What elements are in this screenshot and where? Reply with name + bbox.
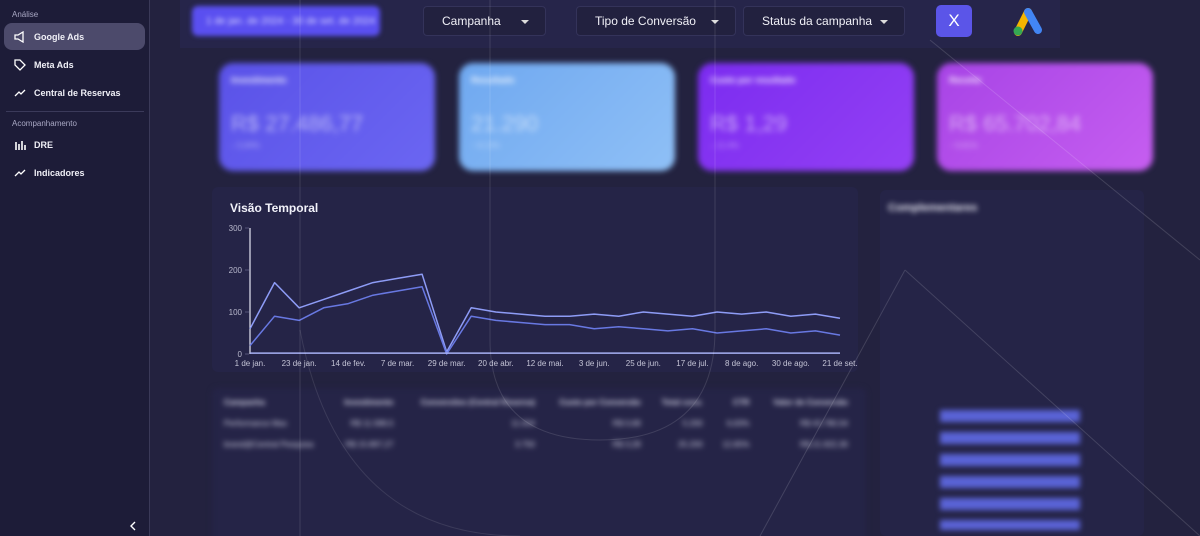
series-line bbox=[249, 273, 841, 353]
icon bbox=[14, 89, 26, 96]
x-tick-label: 30 de ago. bbox=[772, 359, 810, 368]
header-cell: Investimento bbox=[344, 398, 394, 407]
x-tick-label: 8 de ago. bbox=[725, 359, 758, 368]
table-panel: Campanha Investimento Conversões (Central … bbox=[212, 388, 866, 536]
kpi-title: Resultado bbox=[471, 75, 515, 85]
nav-label: DRE bbox=[34, 139, 54, 150]
nav-item[interactable]: DRE bbox=[4, 131, 145, 158]
kpi-value: 21.290 bbox=[471, 111, 539, 136]
google-ads-logo bbox=[1013, 8, 1042, 36]
nav-label: Meta Ads bbox=[34, 59, 74, 70]
header-cell: Campanha bbox=[224, 398, 265, 407]
chart-title: Visão Temporal bbox=[230, 201, 318, 215]
x-tick-label: 20 de abr. bbox=[478, 359, 514, 368]
nav-item[interactable]: Indicadores bbox=[4, 159, 145, 186]
kpi-title: Custo por resultado bbox=[710, 75, 796, 85]
icon bbox=[15, 140, 26, 150]
kpi-card: Receita R$ 65.702,84 ↑ 9,81% bbox=[937, 63, 1153, 171]
side-panel: Complementares bbox=[880, 190, 1144, 536]
kpi-delta: ↑ 9,81% bbox=[949, 141, 978, 150]
header-cell: Conversões (Central Reserva) bbox=[420, 398, 535, 407]
x-tick-label: 14 de fev. bbox=[331, 359, 366, 368]
table-cell: brand@Central Pesquisa bbox=[224, 440, 314, 449]
kpi-card: Investimento R$ 27.486,77 ↓ 5,94% bbox=[219, 63, 435, 171]
x-tick-label: 29 de mar. bbox=[428, 359, 466, 368]
kpi-title: Investimento bbox=[231, 75, 287, 85]
table-cell: R$ 11.589,5 bbox=[350, 419, 394, 428]
kpi-delta: ↑ 8,13% bbox=[471, 141, 500, 150]
table-cell: R$ 0,68 bbox=[612, 419, 641, 428]
date-picker[interactable]: 1 de jan. de 2024 - 30 de set. de 2024 bbox=[192, 6, 380, 36]
filter-label: Campanha bbox=[442, 14, 501, 28]
x-tick-label: 3 de jun. bbox=[579, 359, 610, 368]
nav-label: Indicadores bbox=[34, 167, 85, 178]
table-cell: 11.004 bbox=[511, 419, 535, 428]
icon bbox=[14, 30, 24, 43]
table-cell: 3.750 bbox=[514, 440, 535, 449]
nav-label: Google Ads bbox=[34, 31, 85, 42]
collapse-button[interactable] bbox=[128, 520, 138, 532]
kpi-delta: ↓ 5,94% bbox=[231, 141, 260, 150]
section-title: Acompanhamento bbox=[12, 119, 77, 128]
kpi-card: Custo por resultado R$ 1,29 ↓ 12,4% bbox=[698, 63, 914, 171]
kpi-card: Resultado 21.290 ↑ 8,13% bbox=[459, 63, 675, 171]
table-cell: R$ 15.897,27 bbox=[345, 440, 394, 449]
header-cell: Custo por Conversão bbox=[559, 398, 641, 407]
kpi-title: Receita bbox=[949, 75, 982, 85]
campaign-table: Campanha Investimento Conversões (Central … bbox=[216, 392, 856, 455]
clear-button[interactable]: X bbox=[936, 5, 972, 37]
table-cell: R$ 3,28 bbox=[612, 440, 641, 449]
header-row: Campanha Investimento Conversões (Central … bbox=[216, 392, 856, 413]
y-tick-label: 300 bbox=[229, 224, 243, 233]
series-line bbox=[249, 286, 841, 355]
filter-dropdown[interactable]: Campanha bbox=[423, 6, 546, 36]
header-cell: CTR bbox=[733, 398, 750, 407]
table-row: brand@Central Pesquisa R$ 15.897,27 3.750 R… bbox=[216, 434, 856, 455]
x-tick-label: 23 de jan. bbox=[282, 359, 317, 368]
table-cell: Performance Max bbox=[224, 419, 288, 428]
nav-item[interactable]: Central de Reservas bbox=[4, 79, 145, 106]
divider bbox=[6, 111, 144, 112]
table-cell: 5.200 bbox=[682, 419, 703, 428]
table-row: Performance Max R$ 11.589,5 11.004 R$ 0,68 5… bbox=[216, 413, 856, 434]
chart-panel bbox=[212, 187, 858, 372]
sidebar: Análise Google Ads Meta Ads Central de R… bbox=[0, 0, 150, 536]
table-cell: 25.200 bbox=[678, 440, 703, 449]
icon bbox=[14, 169, 26, 176]
y-tick-label: 200 bbox=[229, 266, 243, 275]
table-cell: R$ 21.922,30 bbox=[799, 440, 848, 449]
table-cell: R$ 43.780,54 bbox=[799, 419, 848, 428]
x-tick-label: 1 de jan. bbox=[235, 359, 266, 368]
filter-dropdown[interactable]: Status da campanha bbox=[743, 6, 905, 36]
x-tick-label: 12 de mai. bbox=[526, 359, 563, 368]
kpi-delta: ↓ 12,4% bbox=[710, 141, 739, 150]
panel-title: Complementares bbox=[888, 202, 978, 214]
nav-item[interactable]: Meta Ads bbox=[4, 51, 145, 78]
x-tick-label: 17 de jul. bbox=[676, 359, 708, 368]
icon bbox=[14, 58, 26, 71]
filter-dropdown[interactable]: Tipo de Conversão bbox=[576, 6, 736, 36]
kpi-value: R$ 27.486,77 bbox=[231, 111, 364, 136]
x-tick-label: 25 de jun. bbox=[626, 359, 661, 368]
filter-label: Tipo de Conversão bbox=[595, 14, 696, 28]
kpi-value: R$ 1,29 bbox=[710, 111, 788, 136]
bar-chart bbox=[940, 410, 1080, 530]
header-cell: Total conv. bbox=[661, 398, 703, 407]
header-cell: Valor de Conversão bbox=[773, 398, 848, 407]
section-title: Análise bbox=[12, 10, 39, 19]
nav-item[interactable]: Google Ads bbox=[4, 23, 145, 50]
table-cell: 12,65% bbox=[722, 440, 750, 449]
nav-label: Central de Reservas bbox=[34, 87, 121, 98]
table-cell: 6,63% bbox=[726, 419, 750, 428]
kpi-value: R$ 65.702,84 bbox=[949, 111, 1082, 136]
x-tick-label: 21 de set. bbox=[822, 359, 857, 368]
filter-label: Status da campanha bbox=[762, 14, 873, 28]
x-tick-label: 7 de mar. bbox=[381, 359, 414, 368]
y-tick-label: 100 bbox=[229, 308, 243, 317]
y-tick-label: 0 bbox=[238, 350, 243, 359]
